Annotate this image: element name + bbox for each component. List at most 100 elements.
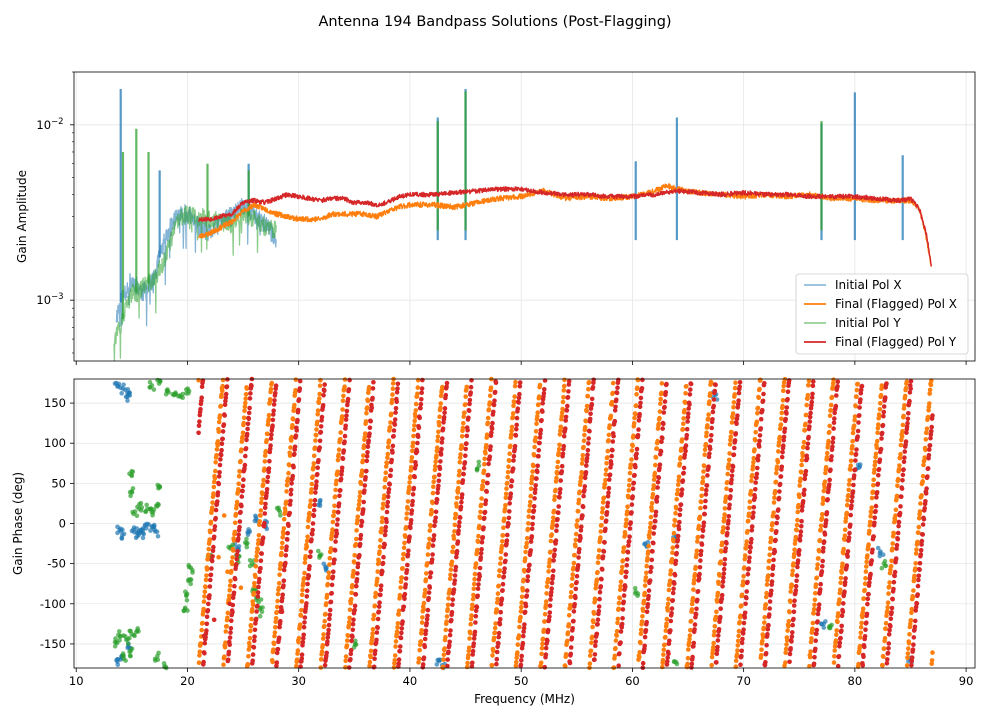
phase-point-final-y <box>866 591 871 597</box>
phase-point-final-x <box>598 535 603 540</box>
phase-point-final-y <box>723 546 728 551</box>
phase-point-final-y <box>517 383 523 389</box>
phase-point-final-y <box>553 538 559 543</box>
phase-point-final-y <box>403 576 409 581</box>
phase-point-final-x <box>702 447 708 453</box>
phase-point-final-x <box>900 422 906 428</box>
phase-point-final-y <box>374 637 379 643</box>
phase-point-final-x <box>412 423 417 428</box>
phase-point-final-x <box>448 572 453 578</box>
phase-point-final-y <box>285 530 291 536</box>
phase-point-final-y <box>822 532 828 537</box>
phase-point-final-x <box>358 481 364 487</box>
phase-point-final-y <box>512 443 518 449</box>
phase-point-final-x <box>816 556 821 561</box>
phase-point-final-y <box>564 408 570 413</box>
phase-point-final-y <box>446 649 451 655</box>
phase-point-final-y <box>247 405 252 411</box>
phase-point-final-x <box>915 539 920 545</box>
phase-point-final-y <box>753 487 758 492</box>
phase-point-final-y <box>576 555 581 560</box>
phase-point-final-x <box>686 647 691 652</box>
phase-point-final-y <box>835 379 841 385</box>
phase-point-final-y <box>721 566 727 572</box>
phase-point-final-x <box>625 504 630 510</box>
phase-point-final-x <box>485 420 491 426</box>
phase-point-final-y <box>573 595 578 601</box>
phase-point-final-x <box>413 408 419 413</box>
phase-point-final-y <box>828 467 833 473</box>
phase-point-final-x <box>551 508 557 514</box>
phase-point-final-x <box>312 445 318 451</box>
phase-point-final-y <box>365 444 371 450</box>
phase-point-final-y <box>754 475 759 481</box>
phase-point-final-x <box>621 545 627 550</box>
phase-point-final-x <box>309 487 314 492</box>
phase-point-final-x <box>765 573 771 578</box>
phase-point-final-y <box>571 618 576 624</box>
phase-point-final-x <box>795 509 800 515</box>
phase-point-final-x <box>595 569 600 575</box>
phase-point-final-y <box>536 453 541 459</box>
phase-point-final-y <box>325 639 330 644</box>
phase-point-final-x <box>504 486 509 491</box>
phase-point-final-y <box>908 386 913 391</box>
phase-point-final-x <box>468 621 474 627</box>
phase-point-final-y <box>602 540 607 545</box>
phase-point-final-y <box>373 648 378 654</box>
phase-point-final-y <box>734 421 739 427</box>
phase-point-final-y <box>767 599 773 604</box>
phase-point-final-y <box>458 504 464 510</box>
phase-point-final-x <box>645 549 651 554</box>
phase-point-final-y <box>507 501 512 506</box>
phase-point-final-y <box>554 528 559 533</box>
phase-point-final-x <box>695 539 700 544</box>
phase-point-final-x <box>542 619 547 624</box>
phase-point-final-x <box>524 540 530 546</box>
phase-point-final-y <box>762 381 767 386</box>
phase-point-final-y <box>745 572 751 577</box>
phase-point-final-y <box>256 584 261 590</box>
phase-point-final-x <box>695 534 701 540</box>
phase-point-final-y <box>462 460 468 465</box>
phase-point-final-y <box>816 606 822 611</box>
phase-point-final-x <box>502 506 508 512</box>
phase-ytick-label: -100 <box>40 597 66 611</box>
phase-point-final-x <box>202 589 208 595</box>
phase-point-final-y <box>245 426 250 432</box>
phase-point-final-x <box>752 447 757 452</box>
phase-point-final-x <box>568 594 574 600</box>
phase-point-final-x <box>727 451 732 456</box>
phase-point-final-x <box>721 525 726 530</box>
phase-point-final-y <box>368 418 374 424</box>
phase-point-initial-x <box>115 662 121 668</box>
phase-point-final-x <box>310 474 316 480</box>
phase-point-final-x <box>345 638 350 643</box>
phase-point-final-y <box>274 660 280 665</box>
phase-point-final-y <box>348 651 354 657</box>
phase-point-final-x <box>670 545 676 550</box>
phase-point-final-y <box>234 552 240 558</box>
phase-point-final-y <box>904 430 909 436</box>
phase-point-final-y <box>667 638 672 644</box>
phase-point-final-y <box>735 413 740 419</box>
phase-point-final-x <box>576 497 582 503</box>
phase-point-final-x <box>925 414 931 420</box>
phase-point-final-x <box>318 657 324 662</box>
phase-point-final-x <box>325 581 331 587</box>
phase-point-final-x <box>370 627 376 632</box>
phase-point-final-y <box>873 503 879 509</box>
phase-point-final-y <box>426 595 432 601</box>
phase-point-final-y <box>388 467 394 473</box>
phase-point-final-x <box>831 377 836 383</box>
phase-point-final-x <box>425 561 430 566</box>
phase-point-final-x <box>587 661 593 666</box>
phase-point-final-x <box>423 577 429 582</box>
phase-point-final-y <box>909 655 915 660</box>
phase-point-final-x <box>349 590 354 596</box>
phase-point-final-x <box>616 606 621 612</box>
phase-point-final-y <box>306 574 312 579</box>
phase-point-final-y <box>211 617 217 623</box>
phase-point-final-y <box>348 647 354 653</box>
phase-point-final-x <box>910 594 916 600</box>
